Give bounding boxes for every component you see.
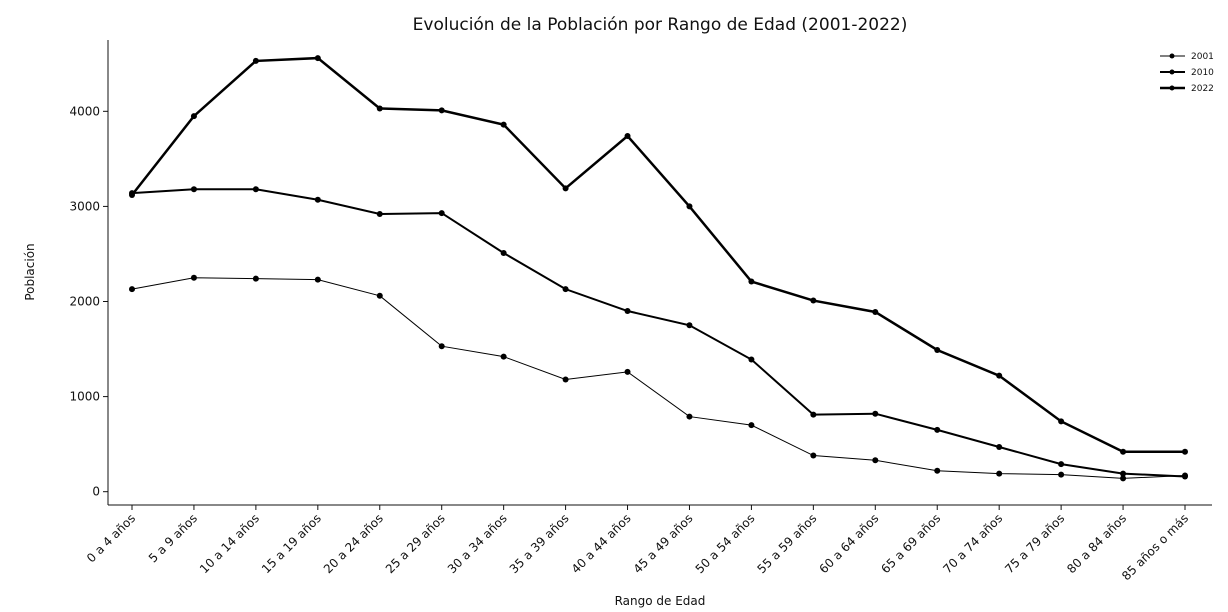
point: [500, 353, 507, 360]
point: [314, 55, 321, 62]
series-line: [131, 188, 1186, 478]
point: [562, 376, 569, 383]
point: [810, 297, 817, 304]
point: [624, 133, 631, 140]
x-tick-label: 20 a 24 años: [321, 511, 386, 576]
x-tick-label: 5 a 9 años: [146, 511, 200, 565]
point: [872, 457, 879, 464]
x-tick-label: 10 a 14 años: [197, 511, 262, 576]
x-tick-label: 0 a 4 años: [84, 511, 138, 565]
x-tick-label: 65 a 69 años: [878, 511, 943, 576]
x-tick-label: 40 a 44 años: [569, 511, 634, 576]
x-tick-label: 50 a 54 años: [693, 511, 758, 576]
point: [438, 343, 445, 350]
point: [810, 452, 817, 459]
point: [252, 57, 259, 64]
point: [1058, 418, 1065, 425]
legend-label: 2001: [1191, 52, 1214, 62]
legend-marker: [1169, 69, 1175, 75]
x-tick-label: 70 a 74 años: [940, 511, 1005, 576]
point: [129, 192, 135, 198]
y-axis-label: Población: [23, 243, 37, 300]
point: [190, 113, 197, 120]
point: [748, 278, 755, 285]
point: [314, 196, 321, 203]
x-tick-label: 30 a 34 años: [445, 511, 510, 576]
y-tick-label: 1000: [69, 390, 100, 404]
point: [376, 211, 383, 218]
point: [686, 413, 693, 420]
legend-marker: [1169, 85, 1175, 91]
y-tick-label: 3000: [69, 199, 100, 213]
y-tick-label: 0: [92, 485, 100, 499]
point: [129, 286, 135, 293]
point: [748, 422, 755, 429]
x-tick-label: 80 a 84 años: [1064, 511, 1129, 576]
point: [686, 322, 693, 329]
point: [1058, 461, 1065, 468]
x-tick-label: 55 a 59 años: [754, 511, 819, 576]
chart-title: Evolución de la Población por Rango de E…: [413, 15, 908, 35]
x-tick-label: 15 a 19 años: [259, 511, 324, 576]
point: [376, 292, 383, 299]
point: [996, 372, 1003, 379]
point: [190, 274, 197, 281]
point: [624, 368, 631, 375]
series-line: [131, 56, 1185, 453]
point: [624, 308, 631, 315]
series-line: [131, 277, 1186, 479]
x-tick-label: 60 a 64 años: [816, 511, 881, 576]
point: [1058, 471, 1065, 478]
point: [562, 286, 569, 293]
point: [500, 121, 507, 128]
point: [252, 186, 259, 193]
point: [872, 308, 879, 315]
x-tick-label: 75 a 79 años: [1002, 511, 1067, 576]
point: [810, 411, 817, 418]
point: [190, 186, 197, 193]
point: [1120, 475, 1127, 482]
point: [562, 185, 569, 192]
point: [438, 107, 445, 114]
point: [314, 276, 321, 283]
point: [438, 210, 445, 217]
x-tick-label: 85 años o más: [1119, 511, 1191, 583]
x-tick-label: 45 a 49 años: [631, 511, 696, 576]
legend-label: 2022: [1191, 84, 1214, 94]
point: [252, 275, 259, 282]
point: [500, 250, 507, 257]
point: [686, 203, 693, 210]
point: [748, 356, 755, 363]
point: [1120, 448, 1127, 455]
point: [1120, 470, 1127, 477]
point: [934, 347, 941, 353]
point: [996, 470, 1003, 477]
point: [1182, 448, 1188, 455]
y-tick-label: 2000: [69, 295, 100, 309]
x-axis-label: Rango de Edad: [615, 594, 706, 608]
point: [1182, 473, 1188, 480]
point: [996, 443, 1003, 450]
x-tick-label: 35 a 39 años: [507, 511, 572, 576]
legend-marker: [1169, 53, 1175, 59]
point: [376, 105, 383, 112]
point: [872, 410, 879, 417]
x-tick-label: 25 a 29 años: [383, 511, 448, 576]
legend-label: 2010: [1191, 68, 1214, 78]
y-tick-label: 4000: [69, 104, 100, 118]
point: [934, 467, 941, 474]
point: [934, 426, 941, 433]
